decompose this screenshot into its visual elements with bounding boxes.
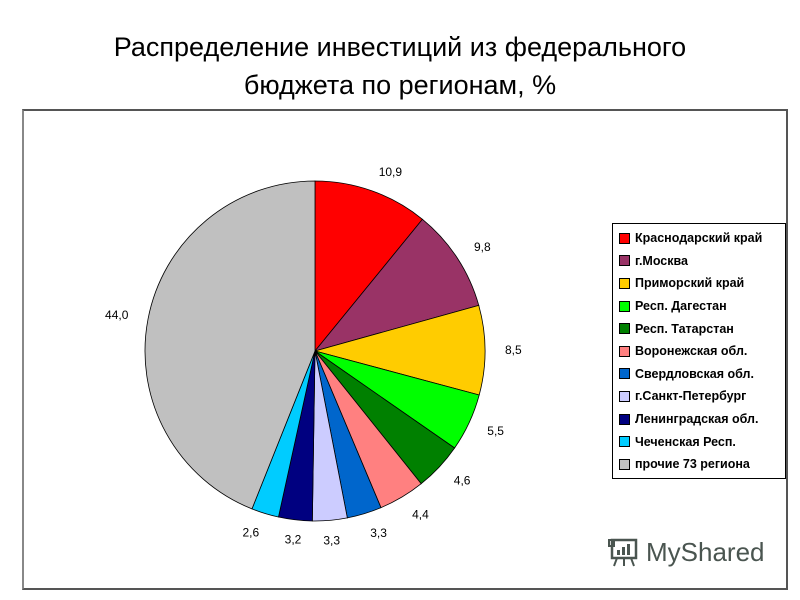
slice-value-label: 2,6 [243, 526, 260, 540]
legend-label: Краснодарский край [635, 231, 763, 246]
watermark: MyShared [606, 535, 765, 569]
slice-value-label: 3,2 [285, 533, 302, 547]
legend: Краснодарский край г.Москва Приморский кра… [612, 223, 786, 479]
legend-label: Чеченская Респ. [635, 434, 736, 449]
legend-swatch [619, 413, 630, 425]
legend-label: Респ. Татарстан [635, 321, 734, 336]
pie-slice [144, 180, 316, 510]
slice-value-label: 4,4 [412, 507, 429, 521]
legend-swatch [619, 300, 630, 312]
legend-label: Свердловская обл. [635, 366, 754, 381]
legend-swatch [619, 345, 630, 357]
legend-label: Приморский край [635, 276, 745, 291]
slice-value-label: 9,8 [474, 240, 491, 254]
legend-item: Чеченская Респ. [619, 430, 785, 453]
legend-item: Респ. Дагестан [619, 295, 785, 318]
presentation-board-icon [608, 538, 638, 567]
pie-slice [313, 218, 480, 352]
legend-item: Респ. Татарстан [619, 317, 785, 340]
legend-item: прочие 73 региона [619, 453, 785, 476]
legend-swatch [619, 232, 630, 244]
legend-swatch [619, 368, 630, 380]
legend-label: Воронежская обл. [635, 344, 748, 359]
pie-slice [313, 304, 486, 396]
legend-swatch [619, 436, 630, 448]
slice-value-label: 3,3 [370, 526, 387, 540]
slice-value-label: 10,9 [379, 165, 403, 179]
legend-swatch [619, 277, 630, 289]
legend-label: г.Москва [635, 253, 688, 268]
legend-swatch [619, 458, 630, 470]
chart-title-line1: Распределение инвестиций из федерального [113, 32, 687, 62]
slice-value-label: 5,5 [487, 424, 504, 438]
slice-value-label: 8,5 [505, 343, 522, 357]
legend-item: Ленинградская обл. [619, 408, 785, 431]
slice-value-label: 44,0 [105, 308, 129, 322]
legend-label: Ленинградская обл. [635, 412, 759, 427]
legend-label: прочие 73 региона [635, 457, 750, 472]
legend-item: Свердловская обл. [619, 363, 785, 386]
slice-value-label: 3,3 [323, 533, 340, 547]
legend-item: Краснодарский край [619, 227, 785, 250]
legend-swatch [619, 323, 630, 335]
pie-slice [314, 180, 424, 353]
legend-swatch [619, 390, 630, 402]
chart-title: Распределение инвестиций из федерального… [0, 28, 800, 104]
legend-item: г.Москва [619, 250, 785, 273]
legend-item: Приморский край [619, 272, 785, 295]
legend-swatch [619, 255, 630, 267]
watermark-text: MyShared [646, 536, 765, 567]
legend-label: г.Санкт-Петербург [635, 389, 747, 404]
chart-title-line2: бюджета по регионам, % [243, 70, 557, 100]
legend-item: г.Санкт-Петербург [619, 385, 785, 408]
legend-label: Респ. Дагестан [635, 299, 727, 314]
legend-item: Воронежская обл. [619, 340, 785, 363]
slice-value-label: 4,6 [454, 474, 471, 488]
